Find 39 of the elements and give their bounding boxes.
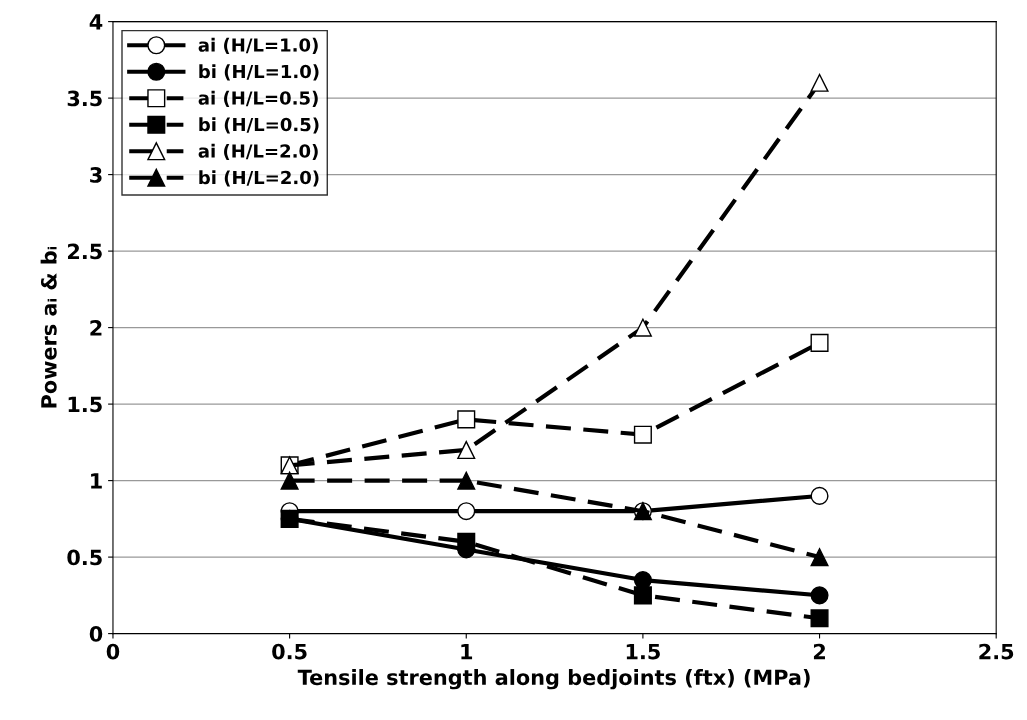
point xyxy=(810,609,829,628)
x-tick-label: 1 xyxy=(461,643,473,660)
legend-label: ai (H/L=0.5) xyxy=(198,90,318,107)
point xyxy=(810,486,829,505)
legend-label: bi (H/L=2.0) xyxy=(199,170,319,187)
point xyxy=(457,532,476,551)
y-tick-label: 1.5 xyxy=(68,396,102,413)
y-tick-label: 0 xyxy=(89,626,103,642)
x-tick-label: 1.5 xyxy=(626,643,660,660)
y-tick-label: 1 xyxy=(91,473,102,489)
point xyxy=(457,502,476,521)
legend-label: bi (H/L=1.0) xyxy=(199,64,319,81)
point xyxy=(633,318,652,337)
y-tick-label: 3 xyxy=(90,167,102,183)
point xyxy=(457,471,476,490)
x-axis-title: Tensile strength along bedjoints (ftx) (MPa) xyxy=(297,669,810,690)
legend-label: ai (H/L=1.0) xyxy=(198,37,318,54)
y-tick-label: 4 xyxy=(89,14,103,30)
legend-label: ai (H/L=2.0) xyxy=(198,143,318,160)
point xyxy=(633,586,652,605)
y-tick-label: 0.5 xyxy=(67,549,102,566)
y-tick-label: 3.5 xyxy=(67,90,102,107)
y-tick-label: 2.5 xyxy=(67,243,102,260)
point xyxy=(280,471,299,490)
x-tick-label: 2.5 xyxy=(979,643,1014,660)
x-tick-label: 0.5 xyxy=(272,643,307,660)
legend-label: bi (H/L=0.5) xyxy=(199,117,319,134)
point xyxy=(633,425,652,444)
y-tick-label: 2 xyxy=(90,320,102,336)
y-axis-title: Powers aᵢ & bᵢ xyxy=(40,246,57,408)
point xyxy=(810,548,829,567)
point xyxy=(810,333,829,352)
point xyxy=(810,586,829,605)
x-tick-label: 2 xyxy=(813,643,825,660)
point xyxy=(457,410,476,429)
x-tick-label: 0 xyxy=(106,643,120,660)
point xyxy=(457,440,476,460)
point xyxy=(280,509,299,528)
point xyxy=(810,73,829,92)
